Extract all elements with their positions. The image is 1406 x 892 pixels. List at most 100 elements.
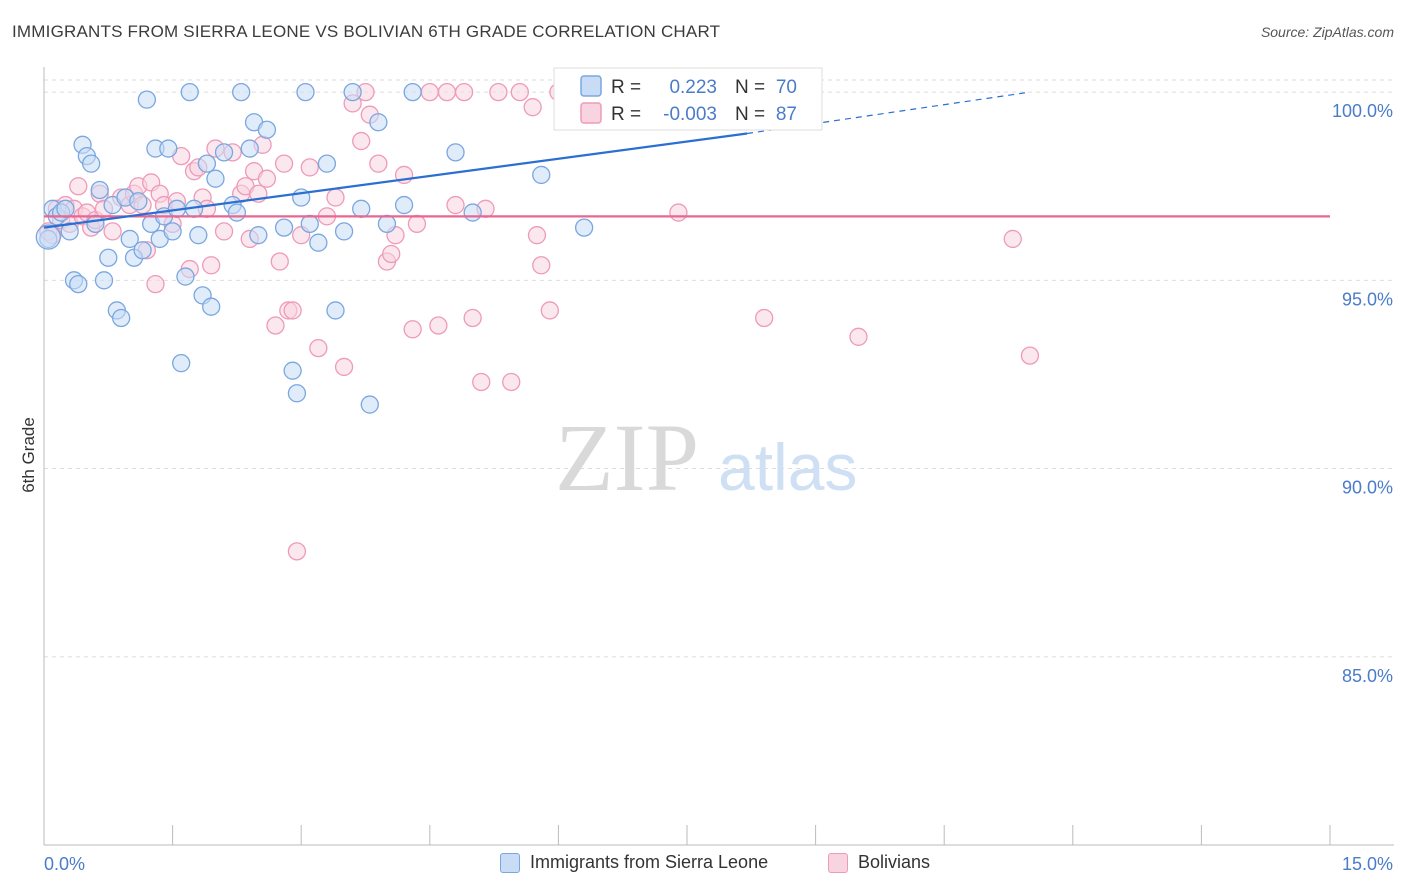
data-point (287, 542, 307, 561)
stats-n-label: N = (735, 77, 765, 98)
data-point (446, 143, 465, 162)
data-point (317, 154, 337, 173)
series-sierra-leone (35, 82, 594, 414)
data-point (420, 82, 439, 102)
data-point (369, 154, 388, 173)
data-point (133, 241, 152, 260)
data-point (266, 316, 285, 335)
data-point (197, 154, 217, 173)
data-point (137, 90, 157, 109)
data-point (214, 222, 234, 241)
data-point (35, 224, 61, 250)
data-point (360, 395, 379, 414)
stats-r-value: -0.003 (663, 104, 717, 125)
data-point (249, 226, 268, 245)
data-point (283, 361, 302, 380)
data-point (103, 222, 122, 241)
source-label: Source: ZipAtlas.com (1260, 24, 1394, 40)
data-point (326, 301, 345, 320)
data-point (532, 165, 551, 185)
data-point (523, 98, 542, 117)
data-point (502, 372, 521, 392)
data-point (403, 82, 422, 102)
data-point (274, 154, 294, 173)
data-point (352, 199, 371, 218)
data-point (163, 222, 182, 241)
trend-line-sierra-leone (43, 132, 748, 229)
stats-legend: R = 0.223 N = 70 R = -0.003 N = 87 (553, 67, 823, 131)
data-point (300, 214, 319, 234)
stats-r-value: 0.223 (669, 77, 717, 98)
data-point (120, 229, 139, 249)
data-point (283, 301, 302, 320)
chart-title: IMMIGRANTS FROM SIERRA LEONE VS BOLIVIAN… (12, 22, 721, 41)
data-point (472, 372, 491, 392)
stats-r-label: R = (611, 104, 641, 125)
stats-n-value: 87 (776, 104, 797, 125)
data-point (394, 195, 414, 215)
data-point (343, 82, 362, 102)
data-point (1020, 346, 1040, 365)
data-point (257, 169, 277, 188)
data-point (1003, 229, 1022, 249)
data-point (510, 82, 529, 102)
data-point (257, 120, 277, 139)
legend-item-sierra-leone: Immigrants from Sierra Leone (500, 852, 768, 873)
data-point (574, 218, 594, 237)
data-point (86, 214, 105, 234)
data-point (377, 214, 397, 234)
data-point (296, 82, 315, 102)
stats-n-label: N = (735, 104, 765, 125)
series-legend: Immigrants from Sierra Leone Bolivians (0, 852, 1406, 878)
data-point (82, 154, 101, 173)
x-tick-label: 15.0% (1342, 854, 1393, 874)
data-point (429, 316, 448, 335)
data-point (300, 158, 319, 177)
data-point (437, 82, 457, 102)
data-point (446, 195, 465, 215)
data-point (232, 82, 251, 102)
data-point (369, 113, 388, 132)
data-point (227, 203, 247, 222)
data-point (99, 248, 118, 267)
series-bolivians (39, 82, 1040, 561)
watermark-atlas: atlas (718, 430, 857, 504)
data-point (172, 354, 191, 373)
data-point (532, 256, 551, 275)
watermark-zip: ZIP (555, 404, 699, 511)
data-point (69, 177, 88, 196)
data-point (669, 203, 688, 222)
data-point (326, 188, 345, 207)
data-point (849, 327, 868, 346)
data-point (129, 192, 148, 211)
y-axis-label: 6th Grade (19, 417, 38, 493)
data-point (403, 320, 422, 339)
data-point (159, 139, 178, 158)
legend-label-bolivians: Bolivians (858, 852, 931, 872)
data-point (527, 226, 547, 245)
data-point (146, 274, 165, 294)
stats-n-value: 70 (776, 77, 797, 98)
legend-item-bolivians: Bolivians (828, 852, 930, 873)
data-point (309, 233, 328, 252)
x-tick-label: 0.0% (44, 854, 85, 874)
data-point (352, 131, 371, 151)
stats-legend-swatch (580, 75, 602, 97)
data-point (180, 82, 199, 102)
data-point (214, 143, 234, 162)
data-point (240, 139, 259, 158)
stats-r-label: R = (611, 77, 641, 98)
data-point (309, 338, 328, 358)
axes: 85.0% 90.0% 95.0% 100.0% 0.0% 15.0% (43, 67, 1394, 874)
data-point (274, 218, 294, 237)
data-point (202, 256, 221, 275)
data-point (382, 244, 401, 264)
data-point (189, 226, 208, 245)
data-point (94, 271, 114, 290)
data-point (56, 199, 75, 218)
data-point (69, 274, 88, 294)
stats-legend-swatch (580, 102, 602, 124)
y-tick-label: 90.0% (1342, 478, 1393, 498)
y-tick-label: 100.0% (1332, 101, 1393, 121)
